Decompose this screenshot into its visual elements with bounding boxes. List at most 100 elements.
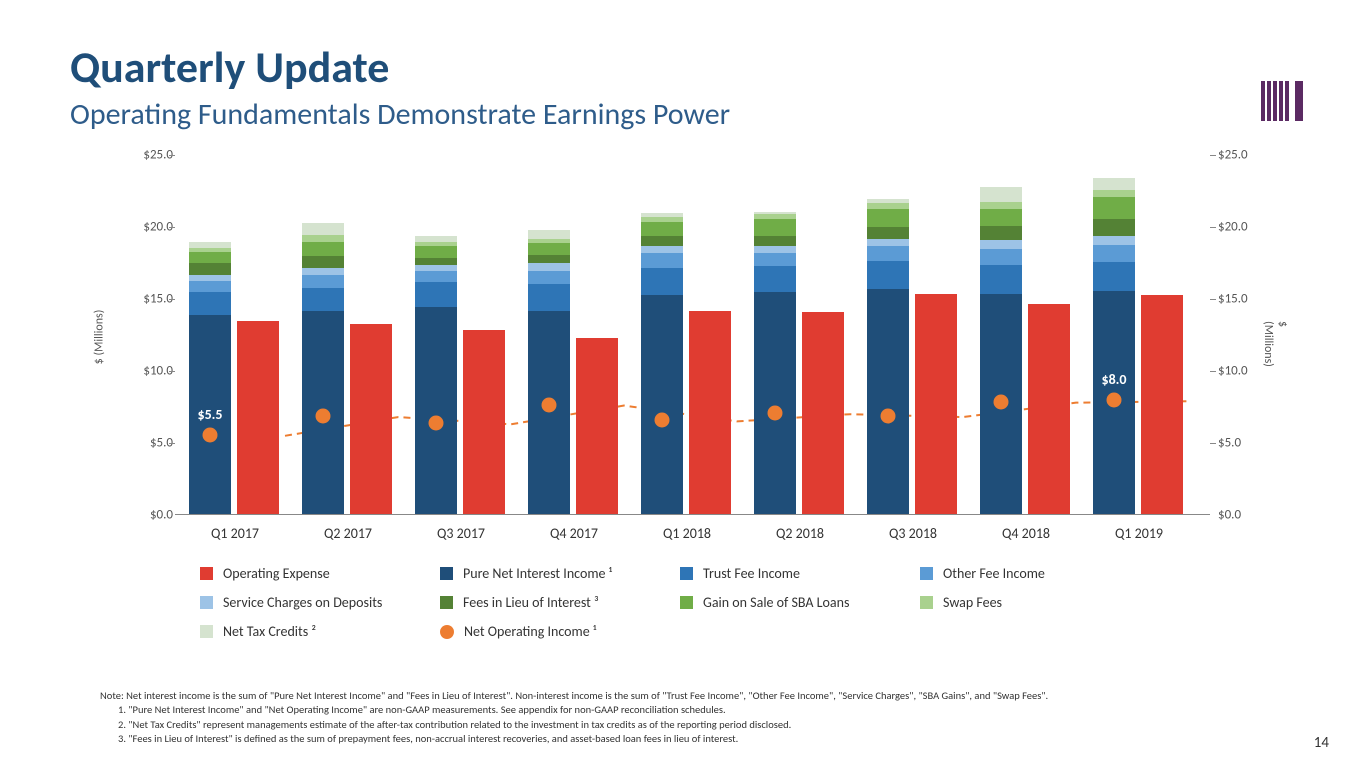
- page-subtitle: Operating Fundamentals Demonstrate Earni…: [70, 96, 1295, 133]
- stacked-bar: [641, 213, 683, 514]
- legend-swatch: [920, 596, 933, 609]
- segment-fees_lieu: [980, 226, 1022, 240]
- net-op-income-marker: [203, 427, 218, 442]
- segment-fees_lieu: [302, 256, 344, 268]
- segment-fees_lieu: [641, 236, 683, 246]
- segment-trust_fee: [302, 288, 344, 311]
- plot-area: $5.5 $8.0: [175, 155, 1210, 515]
- x-label: Q3 2018: [889, 525, 937, 542]
- x-label: Q1 2019: [1115, 525, 1163, 542]
- legend-swatch: [440, 596, 453, 609]
- segment-pure_net_interest: [415, 307, 457, 514]
- segment-trust_fee: [415, 282, 457, 306]
- segment-other_fee: [189, 281, 231, 293]
- segment-net_tax_credits: [302, 223, 344, 235]
- legend-swatch: [920, 567, 933, 580]
- legend-label: Gain on Sale of SBA Loans: [703, 594, 849, 611]
- x-label: Q3 2017: [437, 525, 485, 542]
- chart-container: $ (Millions) $ (Millions) $0.0$5.0$10.0$…: [100, 155, 1265, 515]
- x-label: Q1 2018: [663, 525, 711, 542]
- stacked-bar: [754, 212, 796, 514]
- x-label: Q4 2017: [550, 525, 598, 542]
- segment-fees_lieu: [1093, 219, 1135, 236]
- segment-swap_fees: [1093, 190, 1135, 197]
- net-op-income-marker: [542, 397, 557, 412]
- stacked-bar: [1093, 178, 1135, 514]
- segment-trust_fee: [754, 266, 796, 292]
- segment-fees_lieu: [415, 258, 457, 265]
- legend-item-service_charges: Service Charges on Deposits: [200, 594, 440, 611]
- segment-fees_lieu: [528, 255, 570, 264]
- legend-label: Service Charges on Deposits: [223, 594, 382, 611]
- segment-fees_lieu: [867, 227, 909, 239]
- marker-label: $5.5: [197, 406, 222, 423]
- y-axis-label-right: $ (Millions): [1261, 321, 1289, 367]
- segment-net_tax_credits: [980, 187, 1022, 201]
- y-axis-left: $0.0$5.0$10.0$15.0$20.0$25.0: [118, 155, 173, 515]
- segment-trust_fee: [867, 261, 909, 290]
- net-op-income-marker: [655, 413, 670, 428]
- stacked-bar: [189, 242, 231, 514]
- segment-service_charges: [867, 239, 909, 246]
- segment-swap_fees: [302, 235, 344, 242]
- segment-net_tax_credits: [1093, 178, 1135, 190]
- y-axis-right: $0.0$5.0$10.0$15.0$20.0$25.0: [1210, 155, 1265, 515]
- x-label: Q2 2018: [776, 525, 824, 542]
- legend-item-pure_net_interest: Pure Net Interest Income ¹: [440, 565, 680, 582]
- legend-item-fees_lieu: Fees in Lieu of Interest ³: [440, 594, 680, 611]
- stacked-bar: [302, 223, 344, 514]
- segment-other_fee: [980, 249, 1022, 265]
- legend-label: Net Tax Credits ²: [223, 623, 316, 640]
- segment-other_fee: [415, 271, 457, 283]
- stacked-bar: [980, 187, 1022, 514]
- segment-pure_net_interest: [528, 311, 570, 514]
- segment-sba_gain: [754, 219, 796, 236]
- operating-expense-bar: [1141, 295, 1183, 514]
- net-op-income-marker: [768, 406, 783, 421]
- x-label: Q4 2018: [1002, 525, 1050, 542]
- operating-expense-bar: [802, 312, 844, 514]
- segment-sba_gain: [415, 246, 457, 258]
- segment-sba_gain: [980, 209, 1022, 226]
- operating-expense-bar: [350, 324, 392, 514]
- legend-item-net_tax_credits: Net Tax Credits ²: [200, 623, 440, 640]
- legend-label: Fees in Lieu of Interest ³: [463, 594, 599, 611]
- segment-other_fee: [302, 275, 344, 288]
- segment-trust_fee: [980, 265, 1022, 294]
- legend-item-sba_gain: Gain on Sale of SBA Loans: [680, 594, 920, 611]
- segment-trust_fee: [189, 292, 231, 315]
- segment-sba_gain: [302, 242, 344, 256]
- stacked-bar: [867, 199, 909, 514]
- x-label: Q2 2017: [324, 525, 372, 542]
- legend-label: Other Fee Income: [943, 565, 1045, 582]
- segment-pure_net_interest: [867, 289, 909, 514]
- stacked-bar: [528, 230, 570, 514]
- footnote-3: 3. "Fees in Lieu of Interest" is defined…: [100, 732, 1250, 746]
- page-number: 14: [1314, 734, 1329, 752]
- segment-trust_fee: [1093, 262, 1135, 291]
- segment-other_fee: [528, 271, 570, 284]
- legend-item-swap_fees: Swap Fees: [920, 594, 1160, 611]
- segment-swap_fees: [980, 202, 1022, 209]
- marker-label: $8.0: [1101, 371, 1126, 388]
- net-op-income-marker: [881, 409, 896, 424]
- segment-fees_lieu: [189, 263, 231, 275]
- segment-other_fee: [1093, 245, 1135, 262]
- segment-other_fee: [867, 246, 909, 260]
- x-label: Q1 2017: [211, 525, 259, 542]
- segment-fees_lieu: [754, 236, 796, 246]
- chart-legend: Operating Expense Pure Net Interest Incom…: [200, 565, 1160, 652]
- segment-other_fee: [641, 253, 683, 267]
- stacked-bar: [415, 236, 457, 514]
- legend-swatch: [440, 567, 453, 580]
- legend-label: Pure Net Interest Income ¹: [463, 565, 612, 582]
- legend-label: Operating Expense: [223, 565, 330, 582]
- segment-net_tax_credits: [528, 230, 570, 239]
- net-op-income-marker: [994, 394, 1009, 409]
- legend-label: Swap Fees: [943, 594, 1002, 611]
- legend-swatch: [200, 567, 213, 580]
- segment-service_charges: [754, 246, 796, 253]
- legend-swatch: [200, 596, 213, 609]
- segment-pure_net_interest: [754, 292, 796, 514]
- legend-swatch: [200, 625, 213, 638]
